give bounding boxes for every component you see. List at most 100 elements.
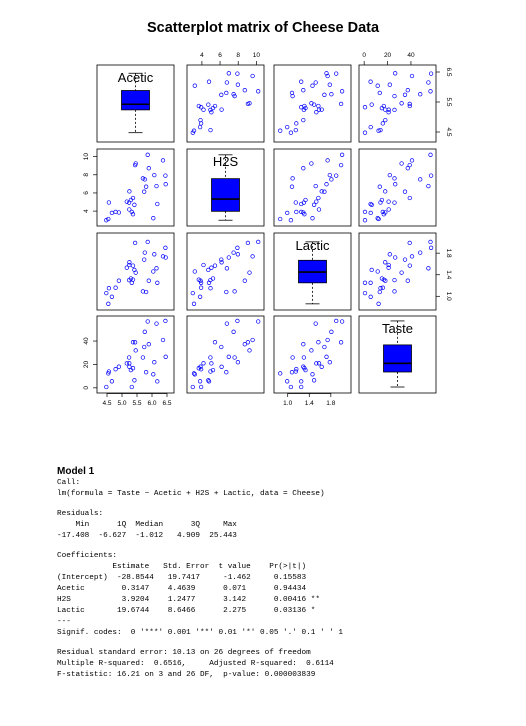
data-point xyxy=(392,200,397,205)
data-point xyxy=(387,82,392,87)
data-point xyxy=(206,379,212,384)
data-point xyxy=(399,161,404,166)
data-point xyxy=(407,195,412,201)
data-point xyxy=(155,379,160,384)
data-point xyxy=(324,354,329,359)
data-point xyxy=(224,266,230,271)
data-point xyxy=(256,89,261,94)
data-point xyxy=(142,250,147,255)
tick-label: 1.4 xyxy=(445,270,452,279)
data-point xyxy=(299,79,304,84)
data-point xyxy=(116,364,122,369)
data-point xyxy=(375,83,380,88)
data-point xyxy=(191,371,197,376)
data-point xyxy=(130,195,136,201)
data-point xyxy=(192,83,197,88)
data-point xyxy=(289,90,295,96)
data-point xyxy=(386,110,391,115)
data-point xyxy=(327,82,332,87)
data-point xyxy=(426,80,431,85)
data-point xyxy=(212,103,218,109)
data-point xyxy=(377,289,382,295)
data-point xyxy=(288,130,294,135)
data-point xyxy=(235,318,240,324)
data-point xyxy=(146,342,151,347)
data-point xyxy=(247,101,252,106)
tick-label: 6.5 xyxy=(162,400,171,407)
tick-label: 0 xyxy=(83,386,90,390)
panel-frame xyxy=(273,315,352,394)
data-point xyxy=(368,280,373,285)
data-point xyxy=(198,121,204,126)
output-line: --- xyxy=(57,618,71,626)
data-point xyxy=(224,80,230,85)
data-point xyxy=(339,152,345,157)
data-point xyxy=(245,240,251,246)
data-point xyxy=(301,355,307,360)
data-point xyxy=(232,355,237,360)
panel-frame xyxy=(186,232,265,311)
tick-label: 4 xyxy=(83,209,90,213)
data-point xyxy=(314,199,319,204)
data-point xyxy=(309,161,314,166)
data-point xyxy=(314,110,319,115)
data-point xyxy=(368,124,373,130)
data-point xyxy=(201,361,206,366)
data-point xyxy=(231,250,236,255)
data-point xyxy=(208,107,213,113)
data-point xyxy=(290,355,295,360)
data-point xyxy=(405,166,410,171)
data-point xyxy=(405,278,410,283)
output-line xyxy=(57,639,517,648)
tick-label: 1.8 xyxy=(326,400,335,407)
output-line: (Intercept) -28.8544 19.7417 -1.462 0.15… xyxy=(57,574,307,582)
tick-label: 5.5 xyxy=(445,97,452,106)
data-point xyxy=(313,321,318,326)
data-point xyxy=(301,117,306,123)
data-point xyxy=(250,337,255,343)
data-point xyxy=(428,173,434,178)
data-point xyxy=(198,105,204,110)
data-point xyxy=(191,301,197,306)
data-point xyxy=(127,189,132,194)
data-point xyxy=(140,355,146,360)
data-point xyxy=(375,269,380,274)
tick-label: 6.0 xyxy=(147,400,156,407)
data-point xyxy=(386,107,391,112)
data-point xyxy=(278,128,283,133)
tick-label: 6.5 xyxy=(445,67,452,76)
data-point xyxy=(192,372,197,377)
data-point xyxy=(289,370,295,375)
data-point xyxy=(402,257,408,262)
data-point xyxy=(393,182,398,187)
data-point xyxy=(386,262,391,268)
data-point xyxy=(133,348,138,353)
data-point xyxy=(299,209,304,215)
data-point xyxy=(376,216,381,222)
data-point xyxy=(377,184,382,189)
variable-label: Taste xyxy=(382,321,413,336)
output-line: F-statistic: 16.21 on 3 and 26 DF, p-val… xyxy=(57,671,316,679)
data-point xyxy=(190,290,195,296)
data-point xyxy=(127,262,132,268)
panel-frame xyxy=(186,315,265,394)
data-point xyxy=(368,294,373,299)
data-point xyxy=(407,240,412,246)
data-point xyxy=(289,184,295,189)
data-point xyxy=(219,92,224,97)
data-point xyxy=(132,240,138,246)
tick-label: 5.0 xyxy=(117,400,126,407)
data-point xyxy=(362,105,368,110)
data-point xyxy=(127,260,132,265)
data-point xyxy=(418,177,423,182)
data-point xyxy=(288,384,294,390)
data-point xyxy=(313,80,318,85)
tick-label: 1.0 xyxy=(283,400,292,407)
data-point xyxy=(104,384,109,390)
data-point xyxy=(402,189,408,194)
data-point xyxy=(338,340,344,345)
data-point xyxy=(319,364,324,369)
data-point xyxy=(155,201,160,207)
data-point xyxy=(314,361,319,366)
data-point xyxy=(368,79,373,84)
